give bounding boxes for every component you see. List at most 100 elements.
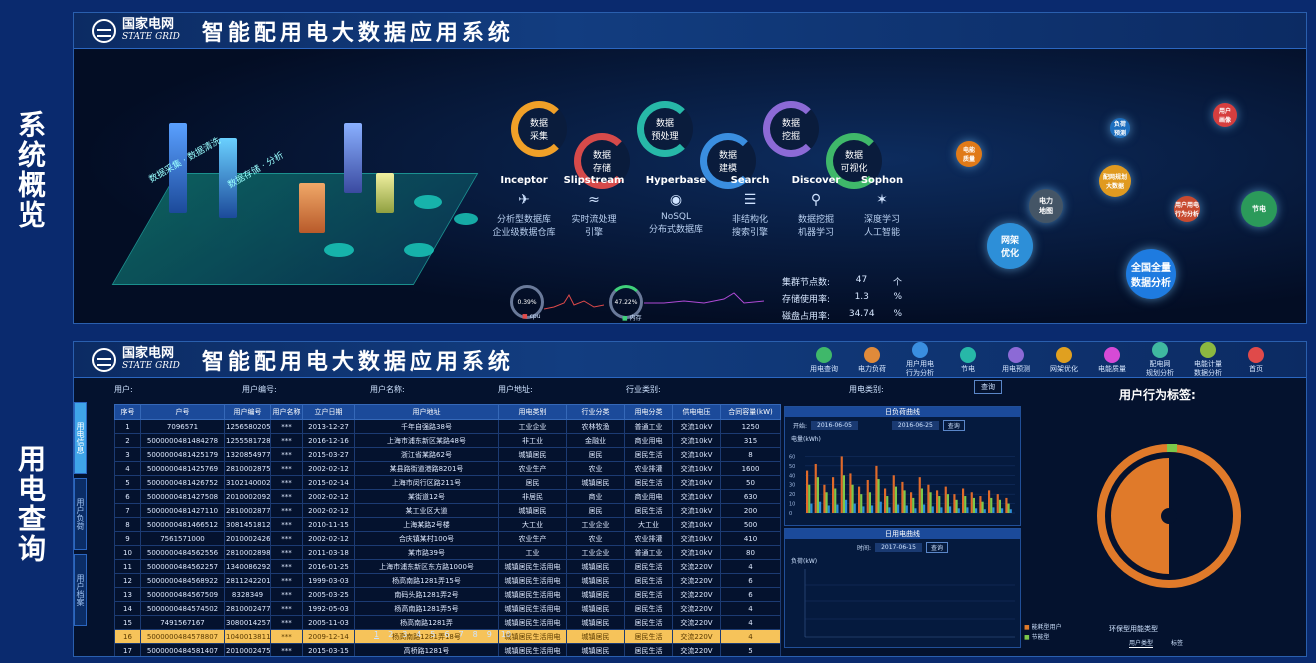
tab-power-info[interactable]: 用电信息 [74,402,87,474]
table-row[interactable]: 6 5000000481427508 2010002092 *** 2002-02-12… [114,489,781,504]
filter-user[interactable]: 用户: [114,385,133,394]
table-row[interactable]: 13 5000000484567509 8328349 *** 2005-03-25 南码… [114,587,781,602]
nav-item[interactable]: 节电 [948,346,988,374]
tab-user-load[interactable]: 用户负荷 [74,478,87,550]
table-row[interactable]: 7 5000000481427110 2810002877 *** 2002-02-12… [114,503,781,518]
bar[interactable] [840,456,843,513]
bar[interactable] [871,505,874,513]
filter-user-name[interactable]: 用户名称: [370,385,405,394]
nav-item[interactable]: 首页 [1236,346,1276,374]
bar[interactable] [905,505,908,513]
load-query-button[interactable]: 查询 [942,420,965,431]
page-link[interactable]: 2 [388,630,394,639]
bar[interactable] [866,480,869,513]
bar[interactable] [957,508,960,513]
page-link[interactable]: 5 [430,630,436,639]
bar[interactable] [912,497,915,513]
service-slipstream[interactable]: Slipstream ≈ 实时流处理 引擎 [544,175,644,238]
ring-model[interactable]: 数据 建模 [700,133,756,189]
bubble-grid-optimization[interactable]: 网架 优化 [987,223,1033,269]
table-row[interactable]: 17 5000000484581407 2010002475 *** 2015-03-1… [114,643,781,656]
bar[interactable] [842,475,845,513]
bar[interactable] [825,492,828,513]
bar[interactable] [862,506,865,513]
bubble-energy-saving[interactable]: 节电 [1241,191,1277,227]
nav-item[interactable]: 用户用电 行为分析 [900,342,940,378]
bar[interactable] [972,497,975,513]
bar[interactable] [938,496,941,513]
bar[interactable] [868,492,871,513]
bar[interactable] [914,508,917,513]
bar[interactable] [1009,509,1012,513]
filter-industry[interactable]: 行业类别: [626,385,661,394]
bar[interactable] [810,503,813,513]
bar[interactable] [949,506,952,513]
service-sophon[interactable]: Sophon ✶ 深度学习 人工智能 [832,175,932,238]
bar[interactable] [832,477,835,513]
bar[interactable] [940,507,943,513]
bar[interactable] [827,505,830,513]
bar[interactable] [975,508,978,513]
column-header[interactable]: 供电电压 [672,404,721,420]
page-link[interactable]: 7 [458,630,464,639]
table-row[interactable]: 2 5000000481484278 1255581728 *** 2016-12-16… [114,433,781,448]
table-row[interactable]: 5 5000000481426752 3102140002 *** 2015-02-14… [114,475,781,490]
bar[interactable] [892,475,895,513]
tab-user-type[interactable]: 用户类型 [1129,640,1154,648]
nav-item[interactable]: 用电查询 [804,346,844,374]
service-hyperbase[interactable]: Hyperbase ◉ NoSQL 分布式数据库 [626,175,726,235]
bubble-power-map[interactable]: 电力 地图 [1029,189,1063,223]
column-header[interactable]: 户号 [140,404,225,420]
filter-user-address[interactable]: 用户地址: [498,385,533,394]
bar[interactable] [970,492,973,513]
column-header[interactable]: 用电分类 [624,404,673,420]
table-row[interactable]: 11 5000000484562257 1340086292 *** 2016-01-2… [114,559,781,574]
service-discover[interactable]: Discover ⚲ 数据挖掘 机器学习 [766,175,866,238]
bubble-power-quality[interactable]: 电能 质量 [956,141,982,167]
bar[interactable] [983,509,986,513]
tab-user-archive[interactable]: 用户档案 [74,554,87,626]
page-link[interactable]: 10 [500,630,512,639]
bar[interactable] [897,504,900,513]
bar[interactable] [927,484,930,513]
bar[interactable] [819,501,822,513]
nav-item[interactable]: 电能质量 [1092,346,1132,374]
table-row[interactable]: 8 5000000481466512 3081451812 *** 2010-11-15… [114,517,781,532]
bar[interactable] [996,494,999,513]
bar[interactable] [886,496,889,513]
bar[interactable] [816,477,819,513]
page-link[interactable]: 3 [402,630,408,639]
page-link[interactable]: 1 [374,630,380,639]
bar[interactable] [944,486,947,513]
bubble-load-forecast[interactable]: 负荷 预测 [1110,118,1130,138]
page-link[interactable]: 6 [444,630,450,639]
column-header[interactable]: 用户名称 [270,404,303,420]
column-header[interactable]: 立户日期 [302,404,355,420]
bar[interactable] [979,496,982,513]
table-row[interactable]: 3 5000000481425179 1320854977 *** 2015-03-27… [114,447,781,462]
filter-power-category[interactable]: 用电类别: [849,385,884,394]
bar[interactable] [920,488,923,513]
bar[interactable] [903,490,906,513]
bar[interactable] [929,492,932,513]
page-link[interactable]: 4 [416,630,422,639]
bar[interactable] [981,501,984,513]
bar[interactable] [845,499,848,513]
page-link[interactable]: 9 [486,630,492,639]
ring-collect[interactable]: 数据 采集 [511,101,567,157]
bar[interactable] [814,463,817,513]
bar[interactable] [884,488,887,513]
bar[interactable] [849,473,852,513]
bar[interactable] [990,497,993,513]
table-row[interactable]: 12 5000000484568922 2811242201 *** 1999-03-0… [114,573,781,588]
bar[interactable] [888,507,891,513]
bar[interactable] [992,507,995,513]
column-header[interactable]: 用户编号 [224,404,271,420]
table-row[interactable]: 4 5000000481425769 2810002875 *** 2002-02-12… [114,461,781,476]
column-header[interactable]: 用户地址 [354,404,499,420]
bubble-planning-bigdata[interactable]: 配网规划 大数据 [1099,165,1131,197]
bar[interactable] [946,494,949,513]
ring-store[interactable]: 数据 存储 [574,133,630,189]
bar[interactable] [808,484,811,513]
ring-preprocess[interactable]: 数据 预处理 [637,101,693,157]
